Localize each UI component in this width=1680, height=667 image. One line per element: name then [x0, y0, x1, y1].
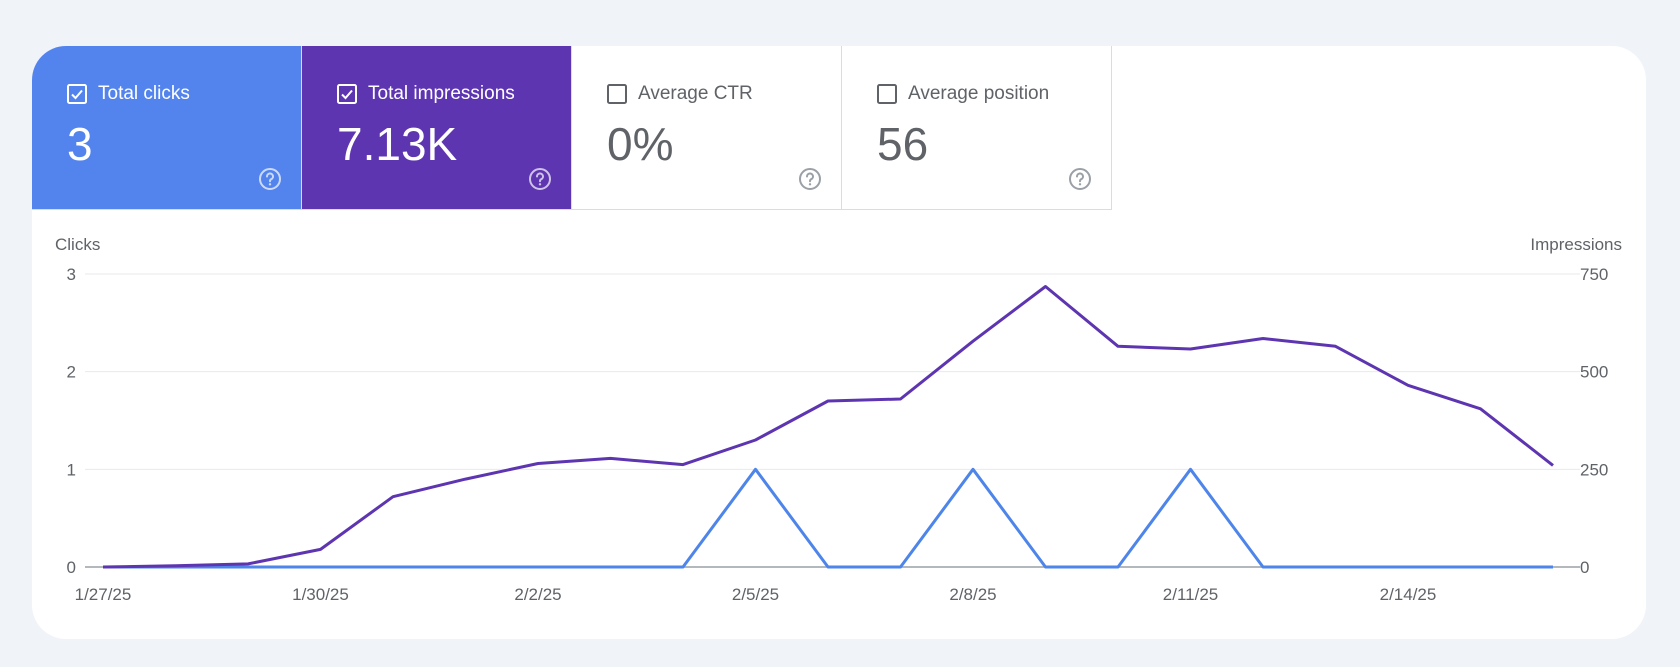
x-axis-ticks: 1/27/25 1/30/25 2/2/25 2/5/25 2/8/25 2/11/25 2… [75, 585, 1437, 604]
left-tick-label: 0 [67, 558, 76, 577]
metric-label: Total impressions [368, 83, 515, 104]
right-axis-title: Impressions [1530, 235, 1622, 254]
right-tick-label: 0 [1580, 558, 1589, 577]
gridlines [85, 273, 1580, 568]
series-lines [102, 285, 1554, 569]
left-axis-title: Clicks [55, 235, 100, 254]
metric-value: 7.13K [337, 118, 458, 170]
checkbox-icon[interactable] [67, 84, 87, 104]
left-axis-ticks: 0 1 2 3 [67, 265, 76, 577]
metric-value: 56 [877, 118, 929, 170]
x-tick-label: 2/5/25 [732, 585, 779, 604]
left-tick-label: 1 [67, 460, 76, 479]
performance-card: Total clicks 3 Total impressions 7.13K A… [32, 46, 1646, 639]
x-tick-label: 2/14/25 [1380, 585, 1437, 604]
checkbox-icon[interactable] [877, 84, 897, 104]
average-position-tile[interactable]: Average position 56 [842, 46, 1112, 210]
checkbox-icon[interactable] [607, 84, 627, 104]
metric-label: Total clicks [98, 83, 190, 104]
help-icon[interactable] [528, 167, 552, 191]
help-icon[interactable] [798, 167, 822, 191]
right-tick-label: 250 [1580, 460, 1608, 479]
metric-label: Average position [908, 83, 1050, 104]
metric-value: 0% [607, 118, 674, 170]
right-tick-label: 750 [1580, 265, 1608, 284]
x-tick-label: 2/11/25 [1163, 585, 1218, 604]
metric-value: 3 [67, 118, 93, 170]
help-icon[interactable] [1068, 167, 1092, 191]
right-axis-ticks: 0 250 500 750 [1580, 265, 1608, 577]
x-tick-label: 2/2/25 [514, 585, 561, 604]
left-tick-label: 2 [67, 363, 76, 382]
metric-tiles: Total clicks 3 Total impressions 7.13K A… [32, 46, 1112, 210]
x-tick-label: 1/27/25 [75, 585, 132, 604]
x-tick-label: 1/30/25 [292, 585, 349, 604]
help-icon[interactable] [258, 167, 282, 191]
metric-label: Average CTR [638, 83, 753, 104]
left-tick-label: 3 [67, 265, 76, 284]
average-ctr-tile[interactable]: Average CTR 0% [572, 46, 842, 210]
checkbox-icon[interactable] [337, 84, 357, 104]
series-line-impressions [102, 285, 1554, 569]
x-tick-label: 2/8/25 [949, 585, 996, 604]
total-impressions-tile[interactable]: Total impressions 7.13K [302, 46, 572, 210]
performance-chart: Clicks Impressions 0 1 2 3 0 250 500 750 1/27/… [55, 235, 1622, 604]
right-tick-label: 500 [1580, 363, 1608, 382]
series-line-clicks [103, 467, 1553, 569]
total-clicks-tile[interactable]: Total clicks 3 [32, 46, 302, 210]
